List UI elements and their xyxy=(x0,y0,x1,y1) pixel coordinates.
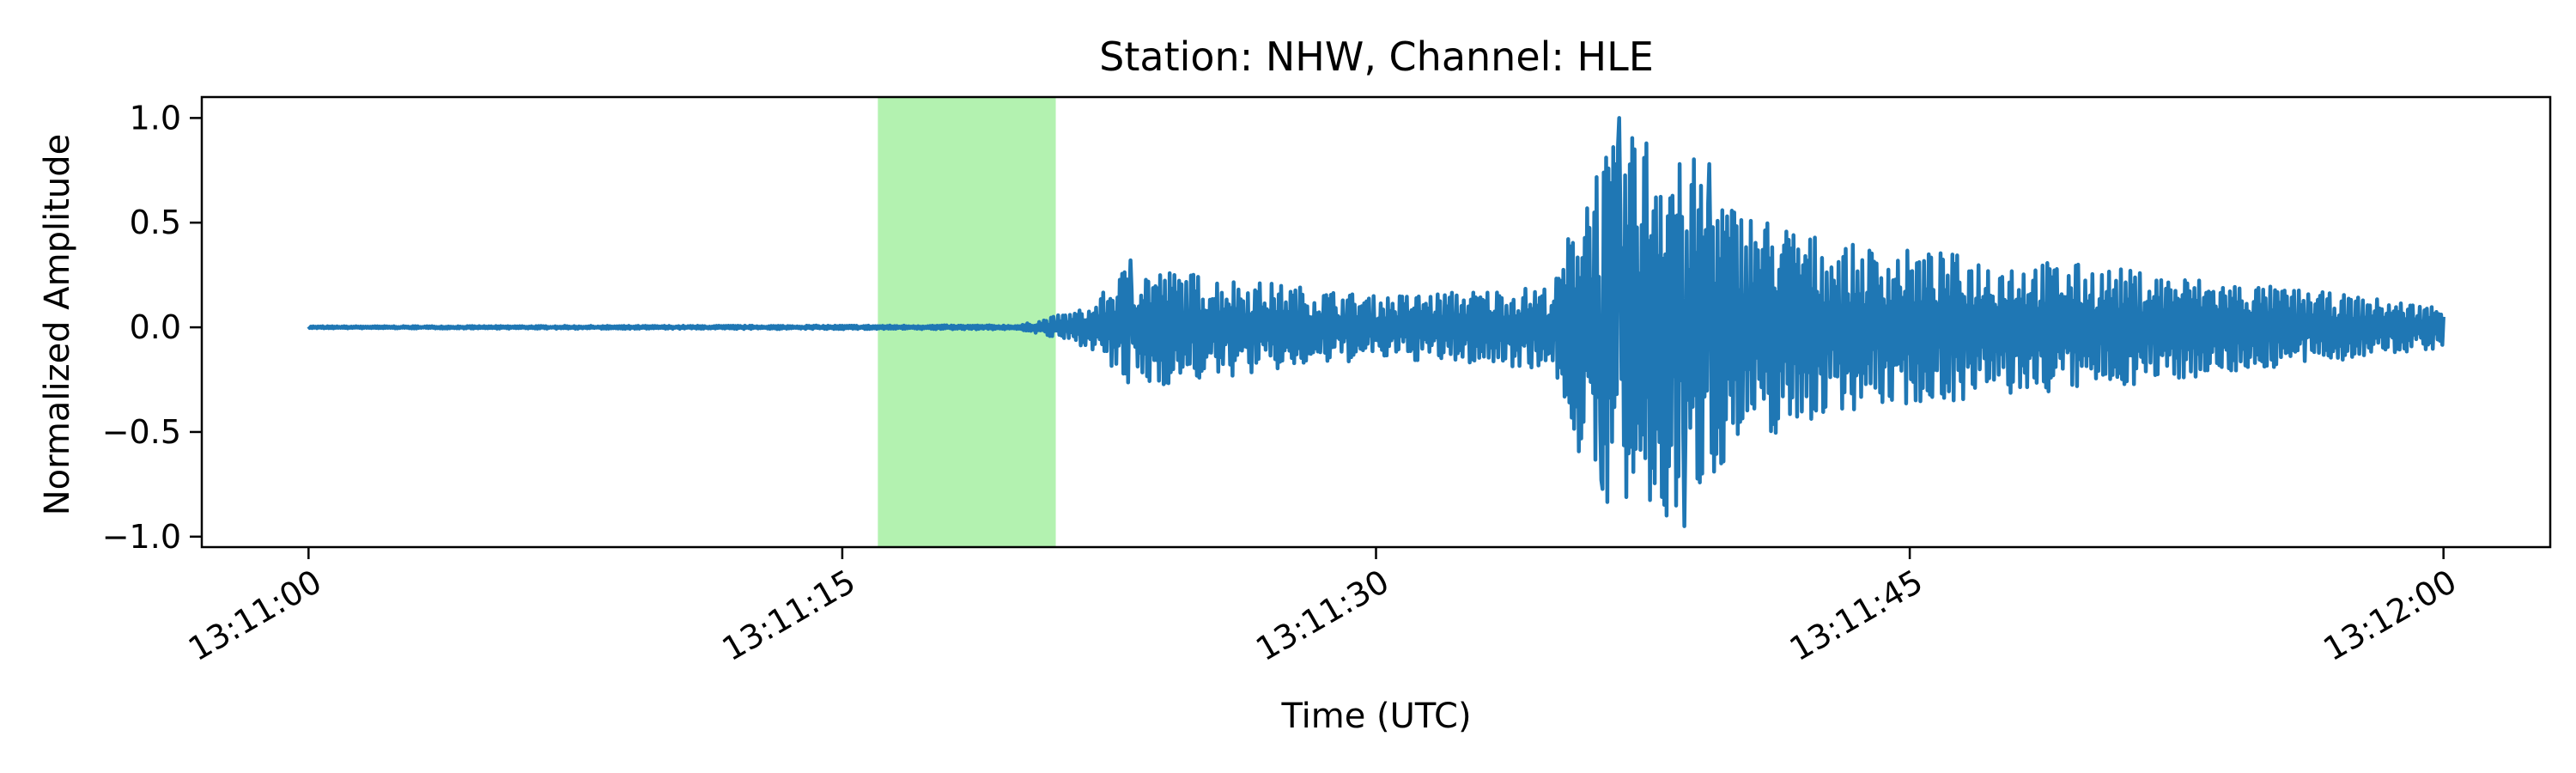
y-tick-label: −0.5 xyxy=(102,413,181,451)
x-tick-label: 13:11:00 xyxy=(182,563,328,668)
y-tick-label: 0.0 xyxy=(130,308,181,346)
y-tick-label: 1.0 xyxy=(130,99,181,137)
x-tick-label: 13:11:15 xyxy=(716,563,862,668)
waveform-series xyxy=(307,116,2445,528)
x-tick-label: 13:11:30 xyxy=(1249,563,1395,668)
chart-title: Station: NHW, Channel: HLE xyxy=(1099,33,1654,80)
x-axis-label: Time (UTC) xyxy=(1280,697,1471,736)
y-tick-label: −1.0 xyxy=(102,518,181,556)
x-tick-label: 13:11:45 xyxy=(1783,563,1929,668)
y-tick-label: 0.5 xyxy=(130,204,181,241)
y-axis-label: Normalized Amplitude xyxy=(38,134,77,516)
x-axis: 13:11:00 13:11:15 13:11:30 13:11:45 13:12:00 xyxy=(182,547,2463,668)
highlight-window xyxy=(878,97,1056,547)
x-tick-label: 13:12:00 xyxy=(2317,563,2463,668)
y-axis: 1.0 0.5 0.0 −0.5 −1.0 xyxy=(102,99,202,556)
plot-area xyxy=(200,95,2552,549)
